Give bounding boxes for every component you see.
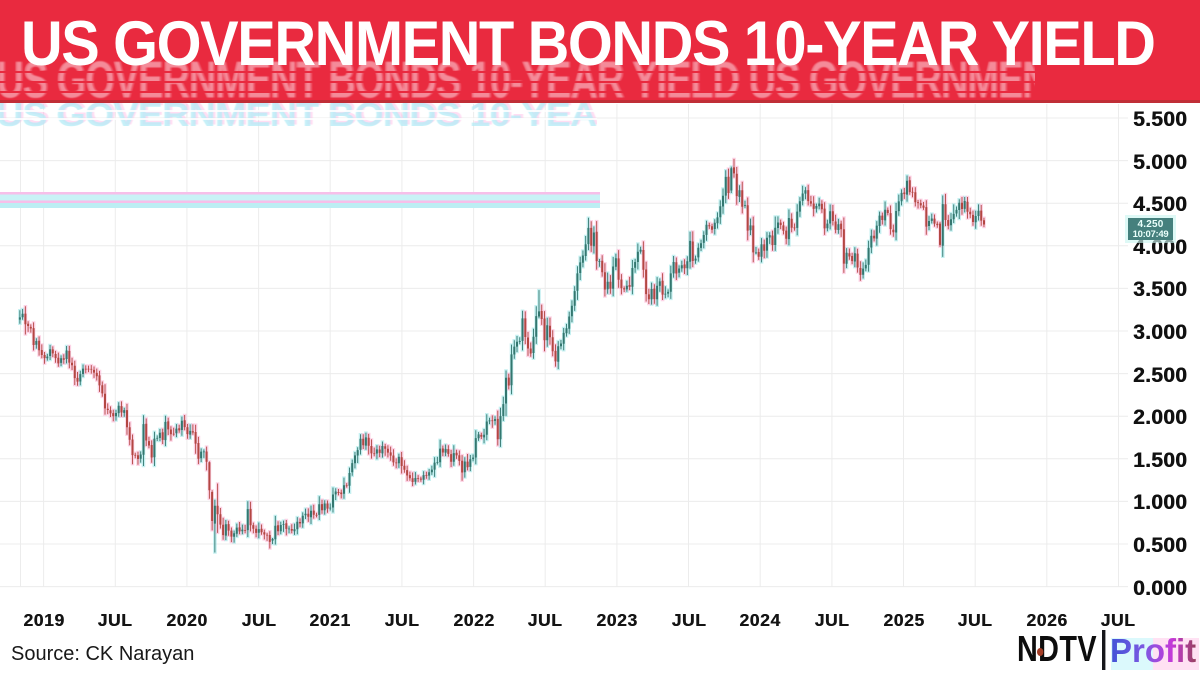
svg-text:Profit: Profit — [1110, 632, 1196, 669]
svg-text:NDTV: NDTV — [1017, 628, 1097, 669]
